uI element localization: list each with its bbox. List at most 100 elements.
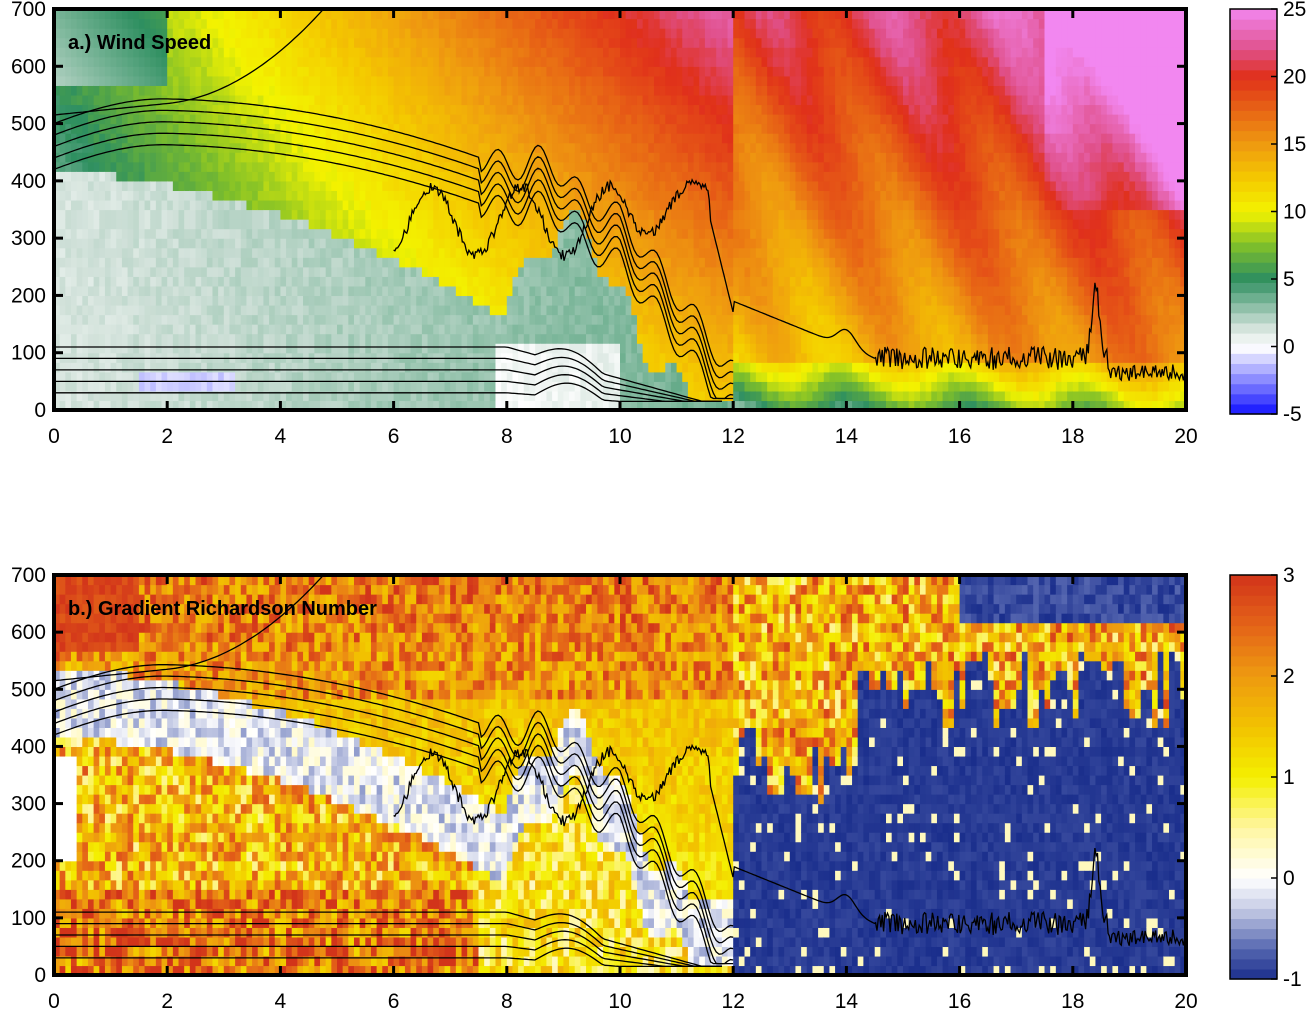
heatmap-cell [552, 333, 559, 344]
heatmap-cell [218, 18, 225, 29]
heatmap-cell [625, 390, 632, 402]
heatmap-cell [161, 133, 168, 144]
heatmap-cell [603, 28, 610, 39]
heatmap-cell [620, 85, 627, 96]
heatmap-cell [721, 66, 729, 77]
heatmap-cell [518, 142, 525, 153]
heatmap-cell [104, 37, 112, 48]
heatmap-cell [133, 199, 140, 211]
heatmap-cell [54, 343, 61, 354]
heatmap-cell [721, 180, 729, 192]
heatmap-cell [540, 314, 548, 325]
heatmap-cell [682, 228, 689, 239]
heatmap-cell [580, 9, 587, 20]
heatmap-cell [65, 47, 72, 58]
heatmap-cell [70, 123, 78, 134]
heatmap-cell [303, 123, 310, 134]
heatmap-cell [540, 400, 548, 411]
heatmap-cell [325, 324, 332, 335]
heatmap-cell [484, 123, 491, 134]
heatmap-cell [472, 37, 480, 48]
heatmap-cell [569, 47, 576, 58]
heatmap-cell [178, 47, 185, 58]
heatmap-cell [104, 381, 112, 392]
heatmap-cell [716, 18, 723, 29]
heatmap-cell [172, 228, 180, 239]
heatmap-cell [269, 295, 276, 306]
heatmap-cell [82, 400, 89, 411]
heatmap-cell [353, 199, 361, 211]
heatmap-cell [127, 333, 134, 344]
heatmap-cell [59, 238, 66, 249]
heatmap-cell [450, 333, 457, 344]
heatmap-cell [218, 362, 225, 373]
heatmap-cell [331, 94, 338, 106]
heatmap-cell [365, 152, 372, 163]
heatmap-cell [665, 104, 672, 115]
heatmap-cell [614, 75, 621, 86]
heatmap-cell [280, 247, 287, 258]
heatmap-cell [201, 343, 208, 354]
heatmap-cell [314, 219, 321, 230]
heatmap-cell [489, 114, 497, 125]
heatmap-cell [121, 228, 129, 239]
heatmap-cell [569, 209, 576, 220]
heatmap-cell [235, 219, 242, 230]
heatmap-cell [591, 314, 598, 325]
heatmap-cell [693, 161, 700, 172]
heatmap-cell [659, 199, 666, 211]
heatmap-cell [201, 47, 208, 58]
heatmap-cell [410, 199, 417, 211]
heatmap-cell [569, 37, 576, 48]
heatmap-cell [138, 142, 146, 153]
heatmap-cell [359, 247, 366, 258]
heatmap-cell [206, 133, 214, 144]
heatmap-cell [416, 47, 423, 58]
heatmap-cell [235, 343, 242, 354]
heatmap-cell [353, 390, 361, 402]
heatmap-cell [314, 324, 321, 335]
heatmap-cell [212, 104, 219, 115]
heatmap-cell [167, 66, 174, 77]
heatmap-cell [286, 171, 293, 182]
heatmap-cell [625, 66, 632, 77]
heatmap-cell [455, 180, 463, 192]
heatmap-cell [342, 228, 349, 239]
heatmap-cell [523, 352, 531, 363]
heatmap-cell [586, 266, 593, 277]
heatmap-cell [716, 199, 723, 211]
heatmap-cell [291, 257, 298, 268]
heatmap-cell [438, 324, 446, 335]
heatmap-cell [167, 276, 174, 287]
heatmap-cell [404, 295, 412, 306]
heatmap-cell [99, 18, 106, 29]
heatmap-cell [704, 114, 712, 125]
heatmap-cell [133, 18, 140, 29]
heatmap-cell [376, 343, 383, 354]
heatmap-cell [450, 142, 457, 153]
heatmap-cell [410, 180, 417, 192]
heatmap-cell [433, 333, 440, 344]
heatmap-cell [421, 56, 429, 67]
heatmap-cell [104, 304, 112, 316]
heatmap-cell [631, 228, 638, 239]
heatmap-cell [348, 209, 355, 220]
heatmap-cell [523, 266, 531, 277]
heatmap-cell [484, 56, 491, 67]
heatmap-cell [721, 114, 729, 125]
heatmap-cell [721, 133, 729, 144]
heatmap-cell [178, 390, 185, 402]
heatmap-cell [693, 381, 700, 392]
heatmap-cell [580, 180, 587, 192]
heatmap-cell [189, 142, 197, 153]
heatmap-cell [670, 75, 678, 86]
heatmap-cell [133, 161, 140, 172]
heatmap-cell [682, 333, 689, 344]
heatmap-cell [189, 371, 197, 382]
heatmap-cell [404, 28, 412, 39]
heatmap-cell [569, 324, 576, 335]
heatmap-cell [99, 190, 106, 201]
heatmap-cell [574, 152, 581, 163]
heatmap-cell [444, 133, 451, 144]
heatmap-cell [665, 180, 672, 192]
